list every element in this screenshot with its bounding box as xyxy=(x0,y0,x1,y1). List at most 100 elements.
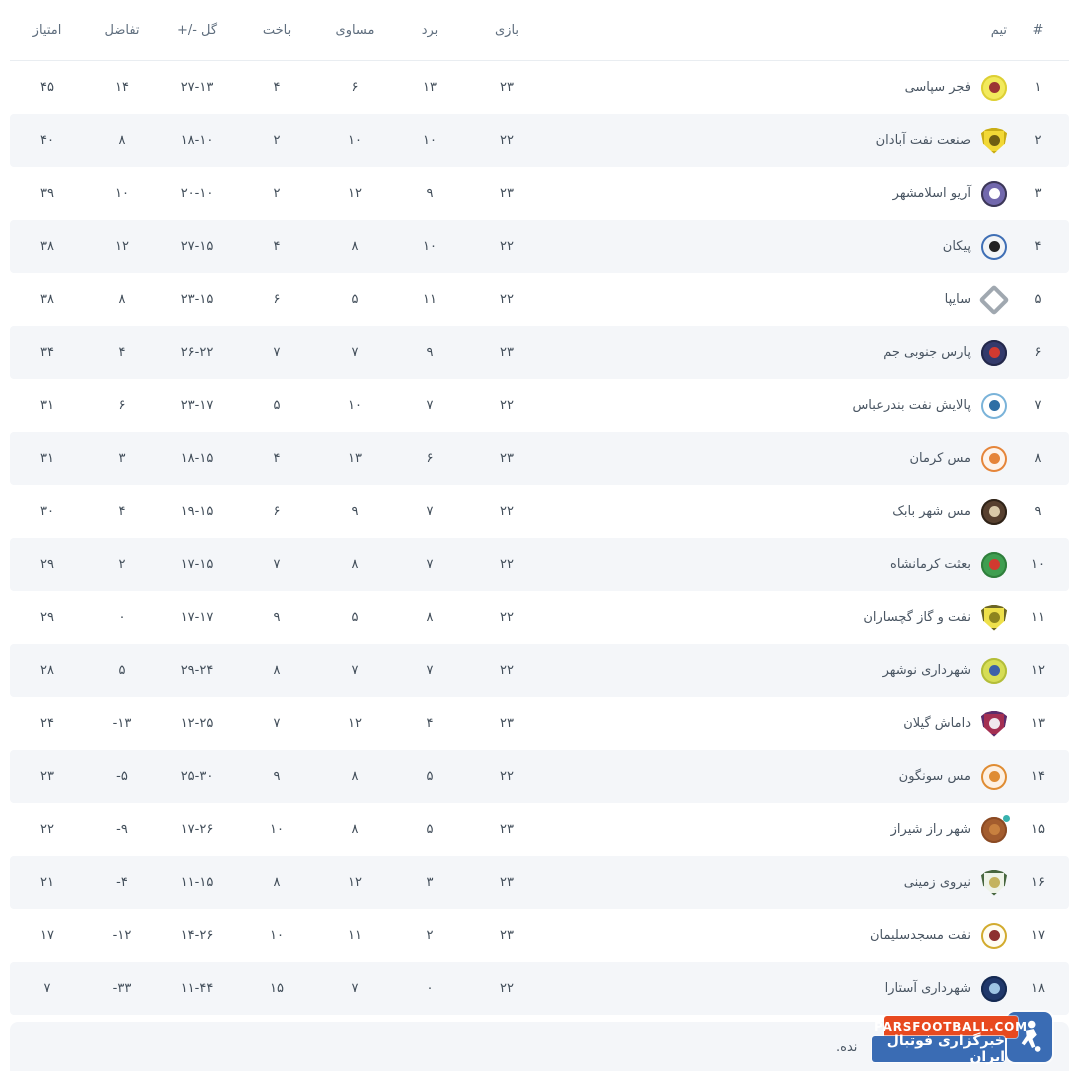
points-cell: ۳۴ xyxy=(40,345,54,360)
lost-cell: ۴ xyxy=(273,80,281,95)
played-cell: ۲۲ xyxy=(500,981,514,996)
team-logo-icon xyxy=(981,392,1007,419)
played-cell: ۲۳ xyxy=(500,875,514,890)
points-cell: ۷ xyxy=(43,981,51,996)
won-cell: ۶ xyxy=(426,451,434,466)
won-cell: ۷ xyxy=(426,663,434,678)
diff-cell: ۱۰ xyxy=(115,186,129,201)
diff-cell: -۱۳ xyxy=(112,716,132,731)
goals-cell: ۲۳-۱۷ xyxy=(180,398,214,413)
team-name: مس شهر بابک xyxy=(892,504,971,519)
rank-cell: ۳ xyxy=(1034,186,1042,201)
team-name: شهر راز شیراز xyxy=(890,822,971,837)
team-cell[interactable]: نیروی زمینی xyxy=(544,869,1007,896)
drawn-cell: ۸ xyxy=(351,557,359,572)
team-cell[interactable]: شهرداری نوشهر xyxy=(544,657,1007,684)
team-logo-icon xyxy=(978,283,1010,316)
table-row: ۱۲ شهرداری نوشهر ۲۲ ۷ ۷ ۸ ۲۹-۲۴ ۵ ۲۸ xyxy=(10,644,1069,697)
team-cell[interactable]: مس سونگون xyxy=(544,763,1007,790)
drawn-cell: ۱۱ xyxy=(348,928,362,943)
won-cell: ۲ xyxy=(426,928,434,943)
team-cell[interactable]: مس شهر بابک xyxy=(544,498,1007,525)
team-cell[interactable]: شهرداری آستارا xyxy=(544,975,1007,1002)
played-cell: ۲۲ xyxy=(500,504,514,519)
played-cell: ۲۲ xyxy=(500,610,514,625)
rank-cell: ۱۲ xyxy=(1031,663,1045,678)
goals-cell: ۲۵-۳۰ xyxy=(180,769,214,784)
played-cell: ۲۲ xyxy=(500,239,514,254)
team-logo-icon xyxy=(981,710,1007,737)
drawn-cell: ۸ xyxy=(351,769,359,784)
won-cell: ۱۰ xyxy=(423,133,437,148)
column-header-diff: تفاضل xyxy=(104,22,140,38)
team-logo-core xyxy=(988,453,1000,464)
points-cell: ۳۱ xyxy=(40,451,54,466)
team-logo-icon xyxy=(981,180,1007,207)
played-cell: ۲۲ xyxy=(500,133,514,148)
points-cell: ۲۱ xyxy=(40,875,54,890)
goals-cell: ۱۹-۱۵ xyxy=(180,504,214,519)
won-cell: ۱۳ xyxy=(423,80,437,95)
team-cell[interactable]: داماش گیلان xyxy=(544,710,1007,737)
won-cell: ۷ xyxy=(426,557,434,572)
team-cell[interactable]: پالایش نفت بندرعباس xyxy=(544,392,1007,419)
team-cell[interactable]: سایپا xyxy=(544,283,1010,316)
won-cell: ۷ xyxy=(426,504,434,519)
team-logo-icon xyxy=(981,604,1007,631)
team-logo-icon xyxy=(981,498,1007,525)
team-cell[interactable]: شهر راز شیراز xyxy=(544,814,1010,843)
played-cell: ۲۲ xyxy=(500,398,514,413)
team-cell[interactable]: صنعت نفت آبادان xyxy=(544,127,1007,154)
drawn-cell: ۱۳ xyxy=(348,451,362,466)
rank-cell: ۱ xyxy=(1034,80,1042,95)
team-cell[interactable]: پارس جنوبی جم xyxy=(544,339,1007,366)
diff-cell: ۱۲ xyxy=(115,239,129,254)
points-cell: ۴۵ xyxy=(40,80,54,95)
table-row: ۱۵ شهر راز شیراز ۲۳ ۵ ۸ ۱۰ ۱۷-۲۶ -۹ ۲۲ xyxy=(10,803,1069,856)
goals-cell: ۱۲-۲۵ xyxy=(180,716,214,731)
diff-cell: -۴ xyxy=(116,875,128,890)
drawn-cell: ۸ xyxy=(351,822,359,837)
team-cell[interactable]: نفت و گاز گچساران xyxy=(544,604,1007,631)
team-name: آریو اسلامشهر xyxy=(892,186,971,201)
team-name: شهرداری آستارا xyxy=(884,981,971,996)
rank-cell: ۱۸ xyxy=(1031,981,1045,996)
team-cell[interactable]: بعثت کرمانشاه xyxy=(544,551,1007,578)
played-cell: ۲۲ xyxy=(500,663,514,678)
diff-cell: -۱۲ xyxy=(112,928,132,943)
diff-cell: ۸ xyxy=(118,292,126,307)
lost-cell: ۴ xyxy=(273,451,281,466)
team-cell[interactable]: نفت مسجدسلیمان xyxy=(544,922,1007,949)
played-cell: ۲۳ xyxy=(500,345,514,360)
team-logo-core xyxy=(988,347,1000,358)
footer-note: نده. xyxy=(836,1040,858,1055)
drawn-cell: ۱۲ xyxy=(348,716,362,731)
points-cell: ۲۹ xyxy=(40,610,54,625)
lost-cell: ۷ xyxy=(273,557,281,572)
points-cell: ۲۸ xyxy=(40,663,54,678)
standings-table: # تیم بازی برد مساوی باخت گل -/+ تفاضل ا… xyxy=(10,0,1069,1015)
played-cell: ۲۳ xyxy=(500,716,514,731)
team-logo-icon xyxy=(981,445,1007,472)
points-cell: ۲۴ xyxy=(40,716,54,731)
table-row: ۶ پارس جنوبی جم ۲۳ ۹ ۷ ۷ ۲۶-۲۲ ۴ ۳۴ xyxy=(10,326,1069,379)
team-logo-icon xyxy=(981,975,1007,1002)
team-cell[interactable]: فجر سپاسی xyxy=(544,74,1007,101)
points-cell: ۳۹ xyxy=(40,186,54,201)
table-header-row: # تیم بازی برد مساوی باخت گل -/+ تفاضل ا… xyxy=(10,0,1069,61)
team-logo-icon xyxy=(981,814,1010,843)
team-cell[interactable]: پیکان xyxy=(544,233,1007,260)
lost-cell: ۱۰ xyxy=(270,928,284,943)
goals-cell: ۱۱-۴۴ xyxy=(180,981,214,996)
team-logo-core xyxy=(988,612,1000,623)
won-cell: ۸ xyxy=(426,610,434,625)
team-cell[interactable]: مس کرمان xyxy=(544,445,1007,472)
team-cell[interactable]: آریو اسلامشهر xyxy=(544,180,1007,207)
points-cell: ۳۰ xyxy=(40,504,54,519)
played-cell: ۲۳ xyxy=(500,928,514,943)
won-cell: ۴ xyxy=(426,716,434,731)
rank-cell: ۱۰ xyxy=(1031,557,1045,572)
rank-cell: ۶ xyxy=(1034,345,1042,360)
table-row: ۱۱ نفت و گاز گچساران ۲۲ ۸ ۵ ۹ ۱۷-۱۷ ۰ ۲۹ xyxy=(10,591,1069,644)
